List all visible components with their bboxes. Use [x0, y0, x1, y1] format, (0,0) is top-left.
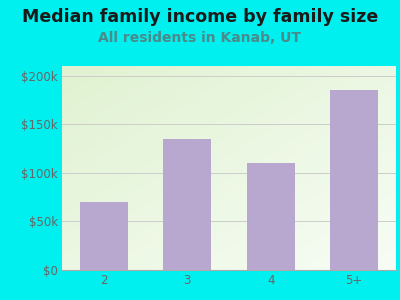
Bar: [163, 139, 212, 270]
Bar: [246, 163, 295, 270]
Text: Median family income by family size: Median family income by family size: [22, 8, 378, 26]
Bar: [330, 90, 378, 270]
Text: All residents in Kanab, UT: All residents in Kanab, UT: [98, 32, 302, 46]
Bar: [80, 202, 128, 270]
